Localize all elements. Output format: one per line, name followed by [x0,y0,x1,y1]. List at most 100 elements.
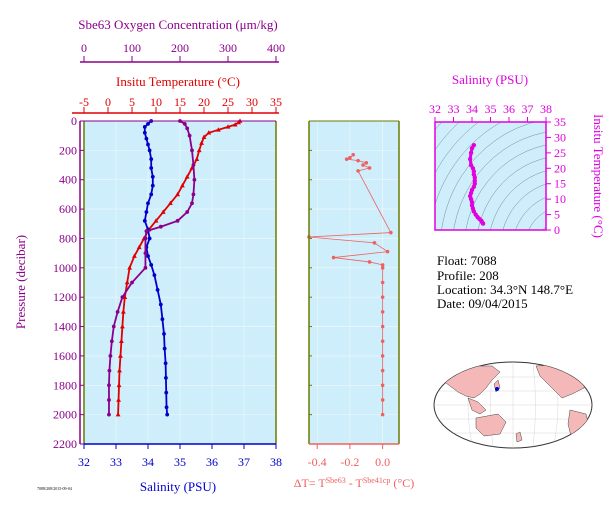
temperature-point [132,253,137,258]
temperature-point [196,147,202,153]
pressure-tick-label: 2200 [53,437,77,451]
ts-y-tick-label: 35 [554,115,566,129]
salinity-point [164,390,169,395]
oxygen-point [107,383,111,388]
temperature-point [194,156,200,161]
ts-point [472,175,477,180]
pressure-tick-label: 1200 [53,290,77,304]
delta-point [351,152,355,157]
ts-x-tick-label: 34 [466,102,478,116]
oxygen-point [182,122,187,126]
temperature-tick-label: 25 [222,95,234,109]
density-contour [435,122,480,174]
salinity-tick-label: 33 [110,455,122,469]
delta-point [380,266,385,270]
info-float: Float: 7088 [437,253,497,268]
salinity-point [162,331,166,336]
density-contour [477,157,546,230]
density-contour [441,122,536,230]
temperature-point [232,122,238,127]
temperature-tick-label: 15 [174,95,186,109]
density-contour [542,226,546,230]
pressure-tick-label: 400 [59,173,77,187]
float-location-marker [495,387,499,391]
ts-point [469,200,475,205]
salinity-point [158,302,163,307]
temperature-tick-label: 10 [150,95,162,109]
salinity-point [144,210,149,214]
delta-point [367,260,372,264]
ts-point [472,178,477,183]
density-contour [490,170,546,230]
oxygen-tick-label: 100 [123,41,141,55]
salinity-tick-label: 38 [270,455,282,469]
delta-point [380,368,385,373]
oxygen-tick-label: 300 [219,41,237,55]
delta-point [367,166,372,170]
delta-point [380,383,385,388]
oxygen-point [158,224,163,229]
salinity-ticks: 32 33 34 35 36 37 38 [78,444,282,469]
salinity-point [144,136,149,141]
salinity-point [142,124,147,129]
temperature-point [216,127,221,132]
pressure-tick-label: 2000 [53,408,77,422]
temperature-point [225,124,231,129]
ts-point [480,221,486,226]
oxygen-point [107,412,111,417]
temperature-point [184,174,190,179]
ts-x-tick-label: 38 [540,102,552,116]
temperature-ticks: -5 0 5 10 15 20 25 30 35 [79,95,282,113]
ts-x-tick-label: 37 [522,102,534,116]
salinity-point [160,317,165,322]
oxygen-point [143,251,148,256]
pressure-tick-label: 1400 [53,320,77,334]
oxygen-axis-label: Sbe63 Oxygen Concentration (μm/kg) [78,17,277,32]
delta-series [307,152,393,417]
delta-point [380,295,385,299]
oxygen-point [143,236,148,241]
ts-series [467,142,486,226]
pressure-axis-label: Pressure (decibar) [13,235,28,329]
ts-x-tick-label: 35 [485,102,497,116]
salinity-point [146,142,150,147]
temperature-point [127,265,132,270]
delta-axis-label: ΔT= TSbe63 - TSbe41cp (°C) [294,476,414,491]
pressure-tick-label: 1000 [53,261,77,275]
temperature-point [180,183,185,188]
delta-point [389,230,393,235]
delta-point [348,155,352,160]
map-new-zealand [515,431,523,443]
delta-tick-label: 0.0 [375,455,390,469]
density-contour [515,197,546,230]
oxygen-point [191,192,196,197]
delta-point [344,157,349,161]
oxygen-tick-label: 0 [81,41,87,55]
oxygen-point [191,163,196,167]
info-profile: Profile: 208 [437,268,499,283]
salinity-point [147,236,152,241]
delta-point [380,412,385,417]
density-contour [465,144,546,230]
oxygen-tick-label: 200 [171,41,189,55]
pressure-tick-label: 1800 [53,378,77,392]
temperature-tick-label: 5 [129,95,135,109]
delta-point [380,324,385,329]
delta-point [380,339,385,344]
temperature-point [124,279,130,285]
delta-point [380,280,385,285]
temperature-point [201,134,207,139]
temperature-point [115,412,121,417]
temperature-point [119,338,124,344]
temperature-point [116,397,121,402]
ts-point [467,156,473,162]
salinity-point [165,412,170,417]
delta-point [380,354,385,358]
footer-code: 7088/208/2015-09-04 [37,486,72,491]
ts-point [468,150,474,156]
salinity-point [164,405,169,410]
density-contour [435,122,460,151]
ts-y-tick-label: 20 [554,161,566,175]
oxygen-point [109,339,114,344]
salinity-point [149,262,154,267]
